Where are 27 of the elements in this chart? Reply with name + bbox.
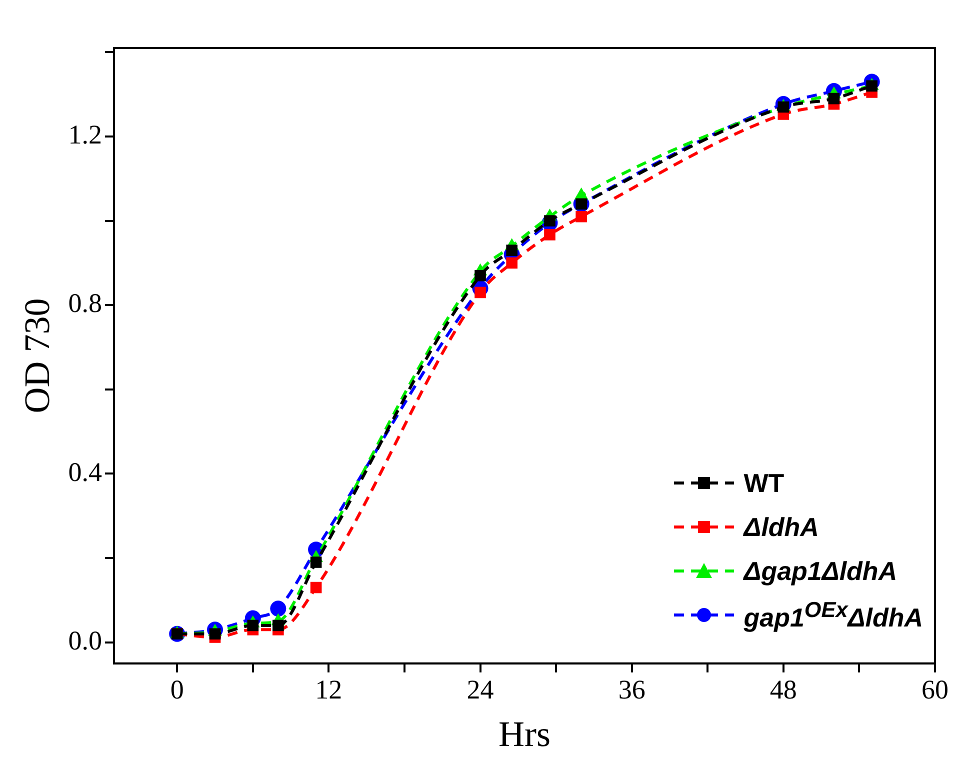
y-tick-label: 0.8 [68,288,102,318]
x-tick-label: 48 [770,674,797,705]
x-tick-label: 0 [170,674,184,705]
x-tick-label: 60 [922,674,948,705]
y-tick-label: 0.0 [68,625,102,656]
point [474,270,486,282]
point [247,620,259,632]
y-axis-title: OD 730 [17,298,58,414]
legend-label: ΔldhA [744,512,819,542]
legend-label: WT [744,468,784,498]
x-tick-label: 24 [466,674,494,705]
point [506,257,518,269]
x-axis-title: Hrs [498,714,550,754]
x-tick-label: 36 [618,674,646,705]
point [310,582,322,594]
point [506,244,518,256]
legend-label: gap1$^{OEx}$ΔldhA [744,596,923,634]
point [828,92,840,104]
y-tick-label: 0.4 [68,456,102,487]
point [576,210,587,222]
y-tick-label: 1.2 [68,120,102,150]
point [310,556,322,568]
legend-label: Δgap1ΔldhA [744,556,898,586]
point [270,600,286,617]
point [544,229,556,240]
x-tick-label: 12 [315,674,342,705]
point [272,620,284,632]
